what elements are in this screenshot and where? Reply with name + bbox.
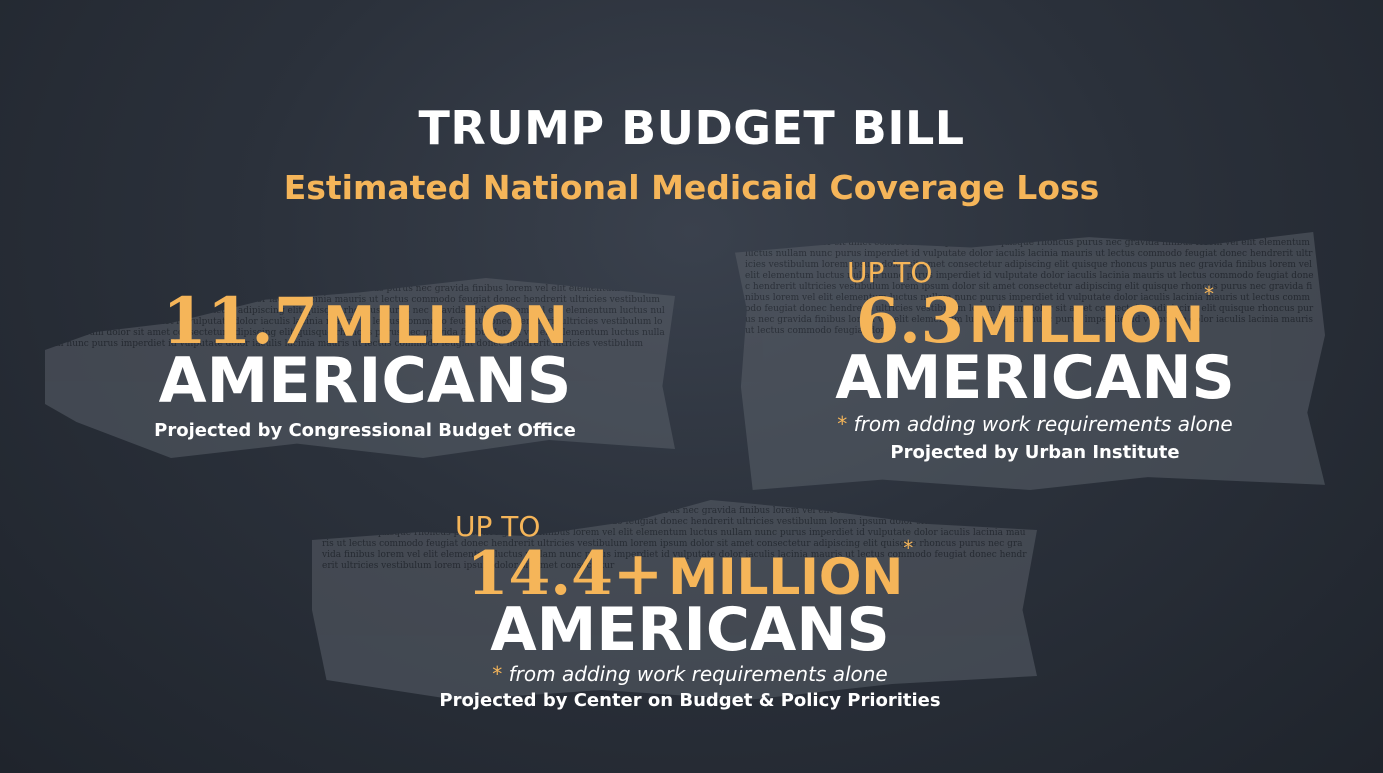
stat-urban-source: Projected by Urban Institute	[890, 442, 1180, 463]
page-subtitle: Estimated National Medicaid Coverage Los…	[283, 168, 1100, 207]
stat-cbpp-headline: 14.4+ MILLION*	[400, 538, 980, 606]
stat-cbpp-label: AMERICANS	[490, 595, 890, 665]
stat-urban: UP TO 6.3 MILLION* AMERICANS * from addi…	[795, 256, 1275, 464]
stat-cbpp-prefix: UP TO	[455, 510, 541, 543]
stat-urban-asterisk: *	[1204, 282, 1214, 306]
stat-cbo: 11.7 MILLION AMERICANS Projected by Cong…	[125, 290, 605, 442]
stat-cbpp-note-mark: *	[492, 662, 503, 686]
stat-urban-note-mark: *	[837, 412, 848, 436]
stat-urban-headline: 6.3 MILLION*	[795, 284, 1275, 354]
stat-cbpp-asterisk: *	[903, 536, 914, 560]
stat-cbpp-number: 14.4+	[466, 539, 664, 609]
stat-cbpp-note: * from adding work requirements alone	[400, 662, 980, 686]
stat-cbpp-unit: MILLION	[668, 548, 904, 606]
stat-urban-label: AMERICANS	[835, 343, 1235, 413]
stat-urban-prefix: UP TO	[847, 256, 933, 289]
stat-cbpp: UP TO 14.4+ MILLION* AMERICANS * from ad…	[400, 510, 980, 712]
stat-urban-unit: MILLION	[968, 296, 1204, 354]
stat-cbo-label: AMERICANS	[158, 344, 572, 417]
stat-cbo-number: 11.7	[162, 284, 319, 359]
stat-urban-note: * from adding work requirements alone	[795, 412, 1275, 436]
stat-urban-note-text: from adding work requirements alone	[853, 412, 1233, 436]
stat-cbpp-source: Projected by Center on Budget & Policy P…	[439, 690, 941, 711]
newspaper-scrap-bottom: Lorem ipsum dolor sit amet consectetur a…	[312, 500, 1037, 700]
stat-cbo-source: Projected by Congressional Budget Office	[154, 420, 576, 441]
stat-urban-number: 6.3	[855, 284, 964, 357]
stat-cbpp-note-text: from adding work requirements alone	[508, 662, 888, 686]
newspaper-scrap-right: Lorem ipsum dolor sit amet consectetur a…	[735, 232, 1325, 490]
stat-cbo-headline: 11.7 MILLION	[125, 290, 605, 354]
page-title: TRUMP BUDGET BILL	[418, 101, 965, 155]
stat-cbo-unit: MILLION	[323, 296, 568, 356]
